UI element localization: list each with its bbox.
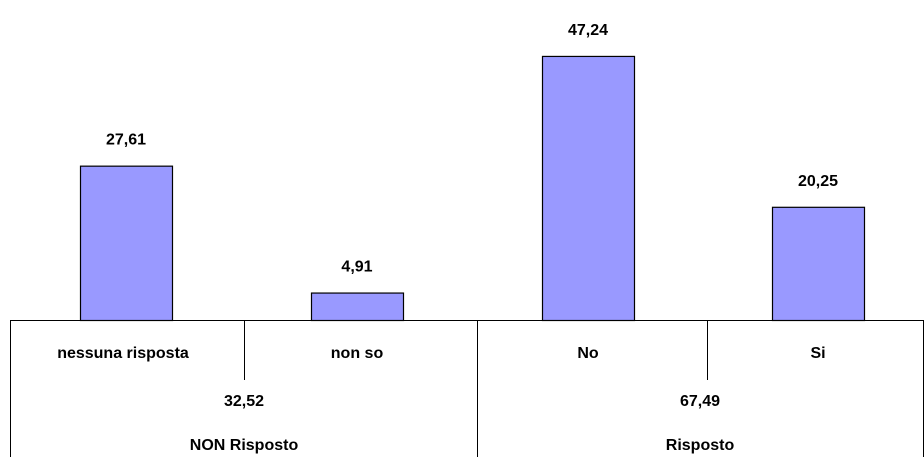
category-axis [10, 320, 924, 457]
value-labels-layer: 27,61 4,91 47,24 20,25 [106, 22, 838, 276]
value-label-nessuna-risposta: 27,61 [106, 132, 146, 149]
bars-layer [79, 55, 866, 322]
value-label-si: 20,25 [798, 173, 838, 190]
group-label-risposto: Risposto [666, 437, 735, 454]
group-label-non-risposto: NON Risposto [190, 437, 299, 454]
bar-no [541, 55, 636, 322]
value-label-non-so: 4,91 [341, 259, 372, 276]
category-label-nessuna-risposta: nessuna risposta [57, 345, 189, 362]
category-label-si: Si [810, 345, 825, 362]
category-label-non-so: non so [331, 345, 384, 362]
category-label-no: No [577, 345, 599, 362]
value-label-no: 47,24 [568, 22, 608, 39]
bar-nessuna-risposta [79, 165, 174, 322]
group-total-non-risposto: 32,52 [224, 393, 264, 410]
group-total-risposto: 67,49 [680, 393, 720, 410]
bar-non-so [310, 292, 405, 322]
bar-si [771, 206, 866, 322]
